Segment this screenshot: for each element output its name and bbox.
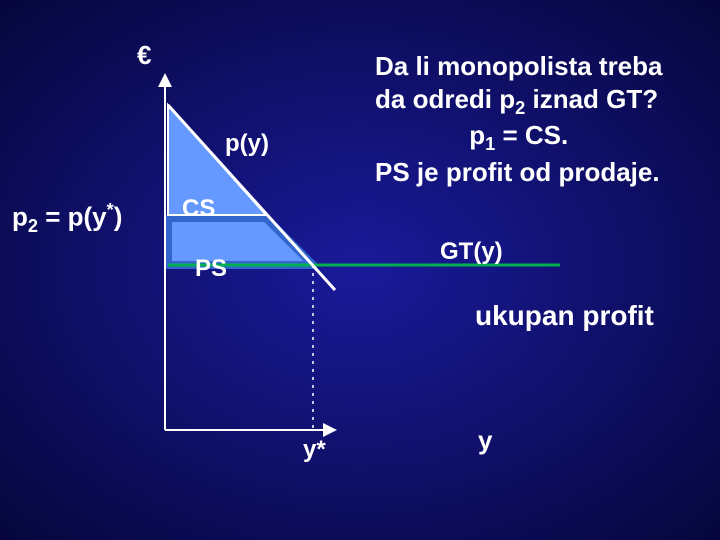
ps-sentence: PS je profit od prodaje. xyxy=(375,156,663,189)
cs-label: CS xyxy=(182,195,215,223)
currency-label: € xyxy=(137,40,151,71)
title-block: Da li monopolista treba da odredi p2 izn… xyxy=(375,50,663,189)
title-line1: Da li monopolista treba xyxy=(375,50,663,83)
x-axis-arrow xyxy=(323,423,337,437)
p2-mid: = p(y xyxy=(38,202,107,232)
ystar-label: y* xyxy=(303,436,326,464)
p2-pre: p xyxy=(12,202,28,232)
eq-line: p1 = CS. xyxy=(375,119,663,156)
y-axis-arrow xyxy=(158,73,172,87)
title-line2: da odredi p2 iznad GT? xyxy=(375,83,663,120)
xaxis-var-label: y xyxy=(478,425,492,456)
demand-label: p(y) xyxy=(225,130,269,158)
profit-label: ukupan profit xyxy=(475,300,654,332)
p2-equation: p2 = p(y*) xyxy=(12,200,122,237)
p2-post: ) xyxy=(114,202,123,232)
gt-label: GT(y) xyxy=(440,238,503,266)
p2-sup: * xyxy=(107,200,114,220)
ps-label: PS xyxy=(195,255,227,283)
p2-sub: 2 xyxy=(28,216,38,236)
